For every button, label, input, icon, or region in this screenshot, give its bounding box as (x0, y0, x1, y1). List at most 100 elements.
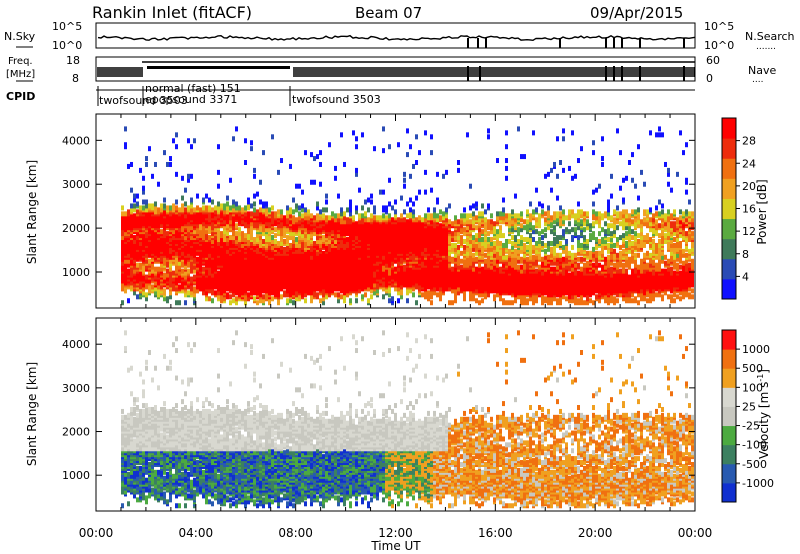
power-cell (235, 213, 238, 219)
power-cell (220, 280, 223, 286)
power-cell (304, 211, 307, 217)
power-cell (418, 215, 421, 221)
freq-panel: Freq. [MHz] 18 8 60 0 Nave .... (6, 54, 776, 85)
power-cell (208, 215, 211, 221)
power-cell (139, 167, 142, 173)
power-cell (271, 211, 274, 217)
power-cell (157, 290, 160, 296)
power-cell (328, 242, 331, 248)
power-cell (460, 235, 463, 241)
power-cell (283, 290, 286, 296)
power-cell (385, 215, 388, 221)
power-cell (262, 201, 265, 207)
power-cell (463, 227, 466, 233)
power-cell (250, 231, 253, 237)
power-cell (337, 193, 340, 199)
power-cell (307, 215, 310, 221)
power-cell (223, 203, 226, 209)
freq-label: Freq. (8, 56, 33, 67)
power-cell (436, 292, 439, 298)
power-cell (151, 233, 154, 239)
power-cell (145, 161, 148, 167)
power-cell (436, 197, 439, 203)
power-cell (229, 219, 232, 225)
power-cell (196, 288, 199, 294)
power-cell (184, 264, 187, 270)
power-cell (268, 207, 271, 213)
power-cell (169, 272, 172, 278)
power-cell (145, 199, 148, 205)
power-cell (244, 211, 247, 217)
power-cell (277, 240, 280, 246)
power-cell (328, 292, 331, 298)
power-cell (295, 183, 298, 189)
power-cell (280, 158, 283, 164)
power-cell (415, 217, 418, 223)
power-cell (229, 300, 232, 306)
noise-left-label: N.Sky (4, 30, 36, 43)
power-cell (337, 217, 340, 223)
power-cell (205, 270, 208, 276)
power-cell (190, 207, 193, 213)
power-cell (445, 207, 448, 213)
power-cell (133, 290, 136, 296)
power-cell (133, 235, 136, 241)
cpid-program-3: epopsound 3371 (145, 93, 237, 106)
power-cell (247, 296, 250, 302)
power-cell (316, 292, 319, 298)
power-cell (121, 286, 124, 292)
power-cell (346, 207, 349, 213)
power-cell (124, 262, 127, 268)
power-cell (295, 217, 298, 223)
power-cell (178, 227, 181, 233)
power-cell (274, 239, 277, 245)
power-cell (358, 187, 361, 193)
power-cell (253, 167, 256, 173)
power-cell (163, 150, 166, 156)
power-cell (148, 146, 151, 152)
power-cell (337, 298, 340, 304)
power-cell (376, 284, 379, 290)
power-cell (190, 213, 193, 219)
power-cell (259, 290, 262, 296)
power-cell (136, 262, 139, 268)
power-cell (370, 213, 373, 219)
power-cell (391, 217, 394, 223)
power-cell (316, 244, 319, 250)
power-cell (259, 225, 262, 231)
power-cell (268, 240, 271, 246)
power-cell (157, 266, 160, 272)
power-cell (322, 213, 325, 219)
power-cell (337, 213, 340, 219)
power-cell (226, 195, 229, 201)
power-cell (142, 185, 145, 191)
power-cell (466, 132, 469, 138)
power-cell (127, 268, 130, 274)
power-cell (328, 235, 331, 241)
freq-unit-label: [MHz] (6, 69, 35, 80)
power-cell (475, 233, 478, 239)
power-cell (436, 213, 439, 219)
power-cell (154, 290, 157, 296)
power-cell (472, 211, 475, 217)
power-cell (367, 298, 370, 304)
power-cell (445, 169, 448, 175)
power-cell (133, 207, 136, 213)
power-cell (262, 231, 265, 237)
power-cell (277, 169, 280, 175)
power-cell (475, 201, 478, 207)
power-cell (211, 288, 214, 294)
power-cell (220, 270, 223, 276)
power-cell (181, 175, 184, 181)
power-cell (364, 292, 367, 298)
power-cell (331, 211, 334, 217)
power-cell (280, 235, 283, 241)
power-cell (145, 292, 148, 298)
power-cell (193, 256, 196, 262)
power-cell (220, 231, 223, 237)
power-cell (349, 207, 352, 213)
power-cell (178, 233, 181, 239)
power-cell (238, 274, 241, 280)
power-cell (181, 203, 184, 209)
power-cell (430, 187, 433, 193)
